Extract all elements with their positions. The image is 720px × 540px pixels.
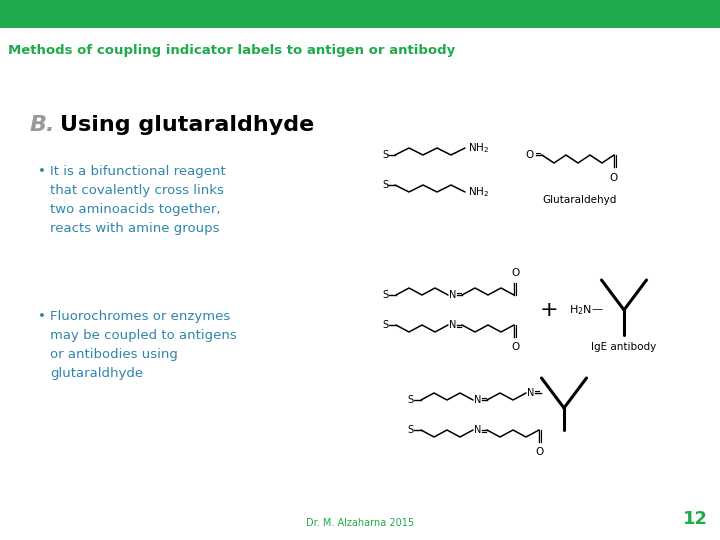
Text: N: N bbox=[449, 290, 456, 300]
Text: S: S bbox=[407, 395, 413, 405]
Text: O: O bbox=[610, 173, 618, 183]
Text: 12: 12 bbox=[683, 510, 708, 528]
Text: S: S bbox=[382, 180, 388, 190]
Text: N: N bbox=[449, 320, 456, 330]
Text: S: S bbox=[407, 425, 413, 435]
Text: Methods of coupling indicator labels to antigen or antibody: Methods of coupling indicator labels to … bbox=[8, 44, 455, 57]
Text: $\mathregular{NH_2}$: $\mathregular{NH_2}$ bbox=[468, 185, 490, 199]
Text: •: • bbox=[38, 310, 46, 323]
Text: Using glutaraldhyde: Using glutaraldhyde bbox=[60, 115, 314, 135]
Text: S: S bbox=[382, 290, 388, 300]
Text: S: S bbox=[382, 150, 388, 160]
Text: +: + bbox=[540, 300, 558, 320]
Text: O: O bbox=[511, 268, 519, 278]
Text: O: O bbox=[526, 150, 534, 160]
Text: Dr. M. Alzaharna 2015: Dr. M. Alzaharna 2015 bbox=[306, 518, 414, 528]
Text: N: N bbox=[474, 425, 482, 435]
Text: IgE antibody: IgE antibody bbox=[591, 342, 657, 352]
Text: B.: B. bbox=[30, 115, 55, 135]
Text: N: N bbox=[474, 395, 482, 405]
Text: N: N bbox=[527, 388, 535, 398]
Text: $\mathregular{H_2N}$—: $\mathregular{H_2N}$— bbox=[569, 303, 603, 317]
Text: Fluorochromes or enzymes
may be coupled to antigens
or antibodies using
glutaral: Fluorochromes or enzymes may be coupled … bbox=[50, 310, 237, 380]
Text: $\mathregular{NH_2}$: $\mathregular{NH_2}$ bbox=[468, 141, 490, 155]
Text: O: O bbox=[536, 447, 544, 457]
Text: Glutaraldehyd: Glutaraldehyd bbox=[543, 195, 617, 205]
Text: S: S bbox=[382, 320, 388, 330]
Bar bbox=[0, 0, 720, 28]
Text: It is a bifunctional reagent
that covalently cross links
two aminoacids together: It is a bifunctional reagent that covale… bbox=[50, 165, 226, 235]
Text: O: O bbox=[511, 342, 519, 352]
Text: •: • bbox=[38, 165, 46, 178]
